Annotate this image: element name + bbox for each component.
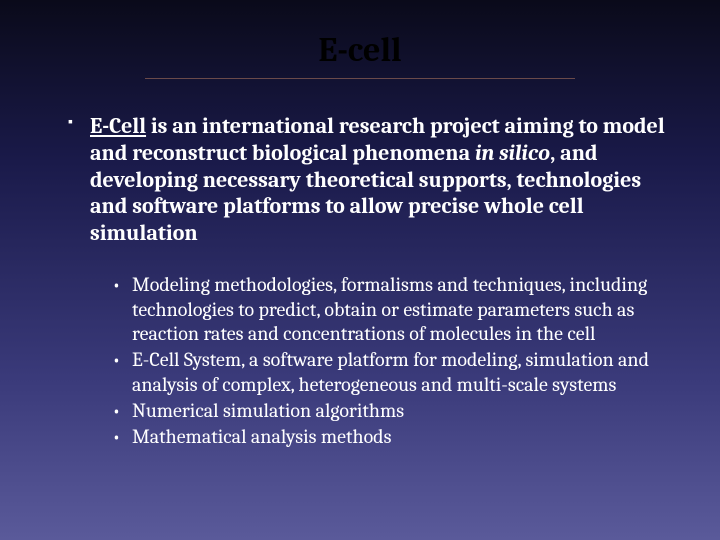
main-bullet-list: E-Cell is an international research proj… [50,113,670,247]
sub-bullet-item: Mathematical analysis methods [112,425,670,449]
title-underline [145,78,575,79]
sub-bullet-item: Numerical simulation algorithms [112,399,670,423]
ecell-link[interactable]: E-Cell [90,113,146,139]
sub-bullet-list: Modeling methodologies, formalisms and t… [50,273,670,450]
sub-bullet-item: E-Cell System, a software platform for m… [112,348,670,397]
main-bullet-item: E-Cell is an international research proj… [68,113,670,247]
italic-text: in silico [475,140,550,166]
sub-bullet-item: Modeling methodologies, formalisms and t… [112,273,670,346]
slide-container: E-cell E-Cell is an international resear… [0,0,720,540]
slide-title: E-cell [50,30,670,70]
